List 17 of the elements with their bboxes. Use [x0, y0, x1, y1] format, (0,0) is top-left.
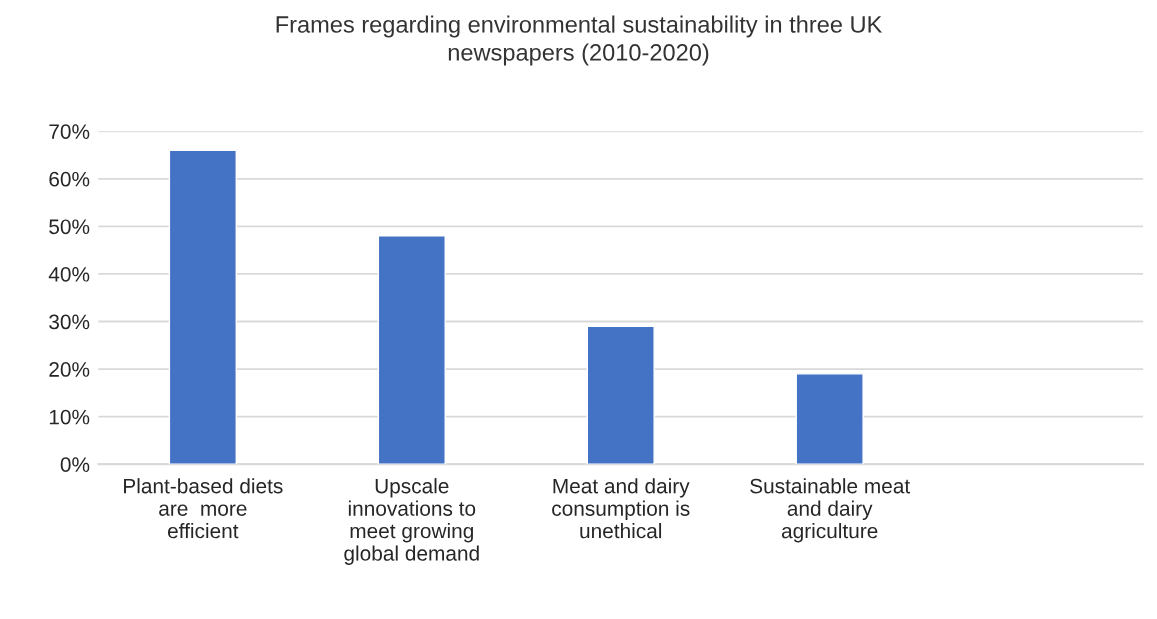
x-tick-label: Sustainable meat and dairy agriculture: [750, 478, 911, 543]
y-tick-label: 20%: [49, 362, 90, 377]
x-tick-label: Plant-based diets are more efficient: [124, 478, 283, 539]
y-tick-label: 10%: [49, 409, 90, 425]
y-tick-label: 60%: [49, 171, 90, 187]
bar: [586, 325, 655, 465]
chart-title: Frames regarding environmental sustainability in three UK newspapers (2010-2020): [276, 15, 883, 66]
y-tick-label: 50%: [49, 219, 90, 235]
y-tick-label: 40%: [48, 266, 90, 282]
y-tick-label: 30%: [49, 314, 90, 330]
bar: [168, 149, 237, 465]
bar: [377, 235, 446, 465]
bar: [795, 373, 864, 465]
x-tick-label: Meat and dairy consumption is unethical: [552, 478, 690, 539]
y-tick-label: 0%: [60, 457, 90, 472]
y-tick-label: 70%: [49, 124, 90, 139]
x-tick-label: Upscale innovations to meet growing global demand: [344, 478, 479, 565]
